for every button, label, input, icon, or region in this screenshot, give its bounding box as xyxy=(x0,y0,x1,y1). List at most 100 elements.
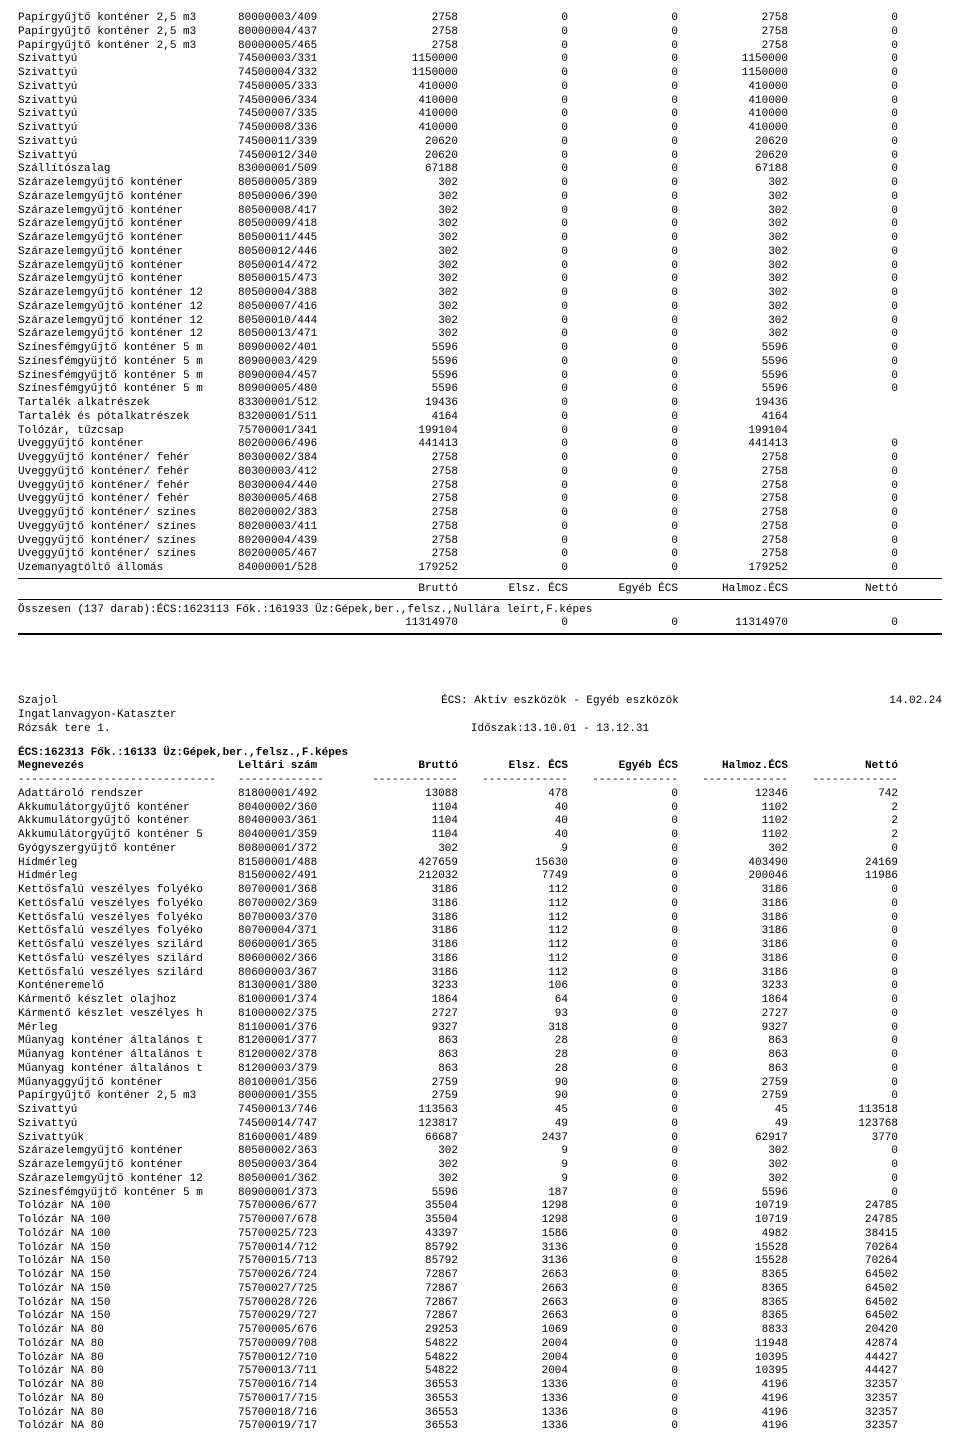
cell-brutto: 2758 xyxy=(348,40,458,54)
table-row: Tolózár NA 15075700015/71385792313601552… xyxy=(18,1255,942,1269)
cell-elsz: 28 xyxy=(458,1035,568,1049)
table-row: Tolózár NA 8075700016/714365531336041963… xyxy=(18,1379,942,1393)
cell-egyeb: 0 xyxy=(568,1008,678,1022)
cell-netto: 20420 xyxy=(788,1324,898,1338)
cell-elsz: 3136 xyxy=(458,1242,568,1256)
cell-name: Tolózár NA 80 xyxy=(18,1365,238,1379)
table-row: Hídmérleg81500002/4912120327749020004611… xyxy=(18,870,942,884)
cell-netto: 0 xyxy=(788,108,898,122)
cell-halmoz: 2759 xyxy=(678,1077,788,1091)
cell-brutto: 2758 xyxy=(348,535,458,549)
cell-elsz: 0 xyxy=(458,452,568,466)
cell-halmoz: 8365 xyxy=(678,1269,788,1283)
cell-egyeb: 0 xyxy=(568,939,678,953)
report-period: Időszak:13.10.01 - 13.12.31 xyxy=(298,723,822,737)
cell-elsz: 0 xyxy=(458,328,568,342)
cell-brutto: 4164 xyxy=(348,411,458,425)
cell-halmoz: 3186 xyxy=(678,939,788,953)
cell-netto: 64502 xyxy=(788,1269,898,1283)
hdr-leltari: Leltári szám xyxy=(238,760,348,774)
table-row: Színesfémgyűjtő konténer 5 m80900005/480… xyxy=(18,383,942,397)
cell-brutto: 85792 xyxy=(348,1242,458,1256)
cell-netto: 0 xyxy=(788,548,898,562)
total-netto: 0 xyxy=(788,617,898,631)
cell-name: Tolózár NA 150 xyxy=(18,1310,238,1324)
hdr-elsz: Elsz. ÉCS xyxy=(458,760,568,774)
table-row: Kettősfalú veszélyes folyéko80700001/368… xyxy=(18,884,942,898)
cell-inventory: 80500003/364 xyxy=(238,1159,348,1173)
cell-inventory: 74500011/339 xyxy=(238,136,348,150)
cell-egyeb: 0 xyxy=(568,12,678,26)
cell-inventory: 75700016/714 xyxy=(238,1379,348,1393)
cell-halmoz: 11948 xyxy=(678,1338,788,1352)
cell-brutto: 66687 xyxy=(348,1132,458,1146)
cell-netto: 44427 xyxy=(788,1365,898,1379)
cell-egyeb: 0 xyxy=(568,218,678,232)
cell-elsz: 2004 xyxy=(458,1365,568,1379)
cell-elsz: 0 xyxy=(458,205,568,219)
cell-inventory: 83300001/512 xyxy=(238,397,348,411)
cell-netto: 0 xyxy=(788,356,898,370)
cell-elsz: 0 xyxy=(458,548,568,562)
cell-halmoz: 15528 xyxy=(678,1242,788,1256)
cell-brutto: 2758 xyxy=(348,12,458,26)
cell-elsz: 0 xyxy=(458,287,568,301)
cell-egyeb: 0 xyxy=(568,287,678,301)
cell-netto: 0 xyxy=(788,150,898,164)
column-headers: Megnevezés Leltári szám Bruttó Elsz. ÉCS… xyxy=(18,760,942,774)
cell-inventory: 75700007/678 xyxy=(238,1214,348,1228)
cell-netto: 0 xyxy=(788,535,898,549)
cell-netto: 0 xyxy=(788,1077,898,1091)
cell-netto: 70264 xyxy=(788,1242,898,1256)
cell-halmoz: 1150000 xyxy=(678,67,788,81)
cell-egyeb: 0 xyxy=(568,1173,678,1187)
cell-halmoz: 10719 xyxy=(678,1214,788,1228)
table-row: Mérleg81100001/3769327318093270 xyxy=(18,1022,942,1036)
cell-netto: 0 xyxy=(788,12,898,26)
table-row: Akkumulátorgyűjtő konténer 580400001/359… xyxy=(18,829,942,843)
cell-egyeb: 0 xyxy=(568,425,678,439)
cell-name: Szárazelemgyűjtő konténer xyxy=(18,273,238,287)
cell-inventory: 75700027/725 xyxy=(238,1283,348,1297)
cell-netto: 64502 xyxy=(788,1310,898,1324)
cell-egyeb: 0 xyxy=(568,1145,678,1159)
table-row: Tolózár NA 8075700019/717365531336041963… xyxy=(18,1420,942,1434)
cell-egyeb: 0 xyxy=(568,884,678,898)
cell-name: Tolózár NA 150 xyxy=(18,1297,238,1311)
cell-elsz: 0 xyxy=(458,535,568,549)
cell-brutto: 36553 xyxy=(348,1407,458,1421)
cell-egyeb: 0 xyxy=(568,328,678,342)
cell-name: Szivattyú xyxy=(18,95,238,109)
cell-halmoz: 4196 xyxy=(678,1407,788,1421)
cell-brutto: 302 xyxy=(348,287,458,301)
table-row: Papírgyűjtő konténer 2,5 m380000005/4652… xyxy=(18,40,942,54)
cell-brutto: 2759 xyxy=(348,1090,458,1104)
cell-halmoz: 3186 xyxy=(678,898,788,912)
cell-name: Színesfémgyűjtő konténer 5 m xyxy=(18,342,238,356)
total-elsz: 0 xyxy=(458,617,568,631)
cell-name: Szárazelemgyűjtő konténer 12 xyxy=(18,315,238,329)
cell-halmoz: 49 xyxy=(678,1118,788,1132)
table-row: Kettősfalú veszélyes folyéko80700003/370… xyxy=(18,912,942,926)
cell-name: Üveggyűjtő konténer xyxy=(18,438,238,452)
cell-name: Tolózár NA 100 xyxy=(18,1214,238,1228)
cell-halmoz: 410000 xyxy=(678,95,788,109)
cell-egyeb: 0 xyxy=(568,1214,678,1228)
cell-egyeb: 0 xyxy=(568,40,678,54)
cell-netto: 38415 xyxy=(788,1228,898,1242)
table-row: Szállítószalag83000001/5096718800671880 xyxy=(18,163,942,177)
cell-name: Adattároló rendszer xyxy=(18,788,238,802)
cell-egyeb: 0 xyxy=(568,480,678,494)
cell-name: Szivattyú xyxy=(18,67,238,81)
cell-inventory: 80600003/367 xyxy=(238,967,348,981)
asset-table-2: Adattároló rendszer81800001/492130884780… xyxy=(18,788,942,1434)
cell-egyeb: 0 xyxy=(568,788,678,802)
cell-elsz: 40 xyxy=(458,815,568,829)
cell-netto: 0 xyxy=(788,1187,898,1201)
cell-elsz: 0 xyxy=(458,150,568,164)
cell-egyeb: 0 xyxy=(568,411,678,425)
cell-egyeb: 0 xyxy=(568,246,678,260)
cell-brutto: 863 xyxy=(348,1035,458,1049)
cell-halmoz: 10395 xyxy=(678,1365,788,1379)
cell-brutto: 863 xyxy=(348,1049,458,1063)
